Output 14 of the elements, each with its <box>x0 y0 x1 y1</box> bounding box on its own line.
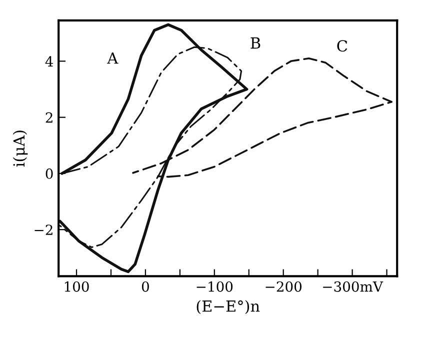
y-tick-label: 0 <box>46 168 53 179</box>
series-label: C <box>337 40 348 52</box>
x-tick-label: 100 <box>64 281 89 292</box>
series-label: A <box>107 52 118 64</box>
series-label: B <box>250 37 260 49</box>
x-tick-label: 0 <box>142 281 149 292</box>
y-tick-label: 2 <box>46 112 52 123</box>
x-axis-title: (E−E°)n <box>196 300 260 314</box>
y-tick-label: −2 <box>34 224 52 235</box>
x-tick-label: −200 <box>266 281 302 292</box>
y-axis-title: i(μA) <box>12 130 28 167</box>
x-tick-label: −300mV <box>323 281 384 292</box>
x-tick-label: −100 <box>196 281 233 292</box>
y-tick-label: 4 <box>45 56 54 66</box>
